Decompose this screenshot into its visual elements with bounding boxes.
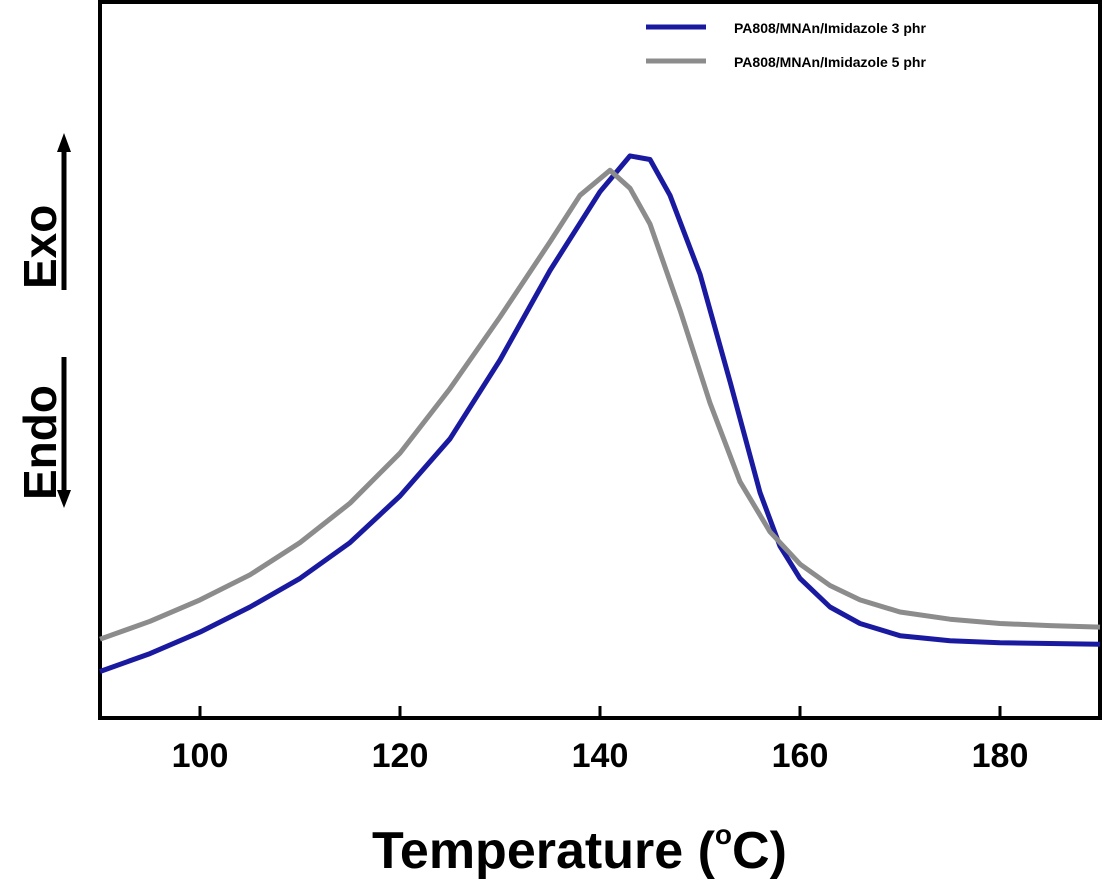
endo-indicator: Endo: [14, 357, 71, 508]
x-axis-title-main: Temperature (: [372, 822, 716, 879]
x-axis-ticks: [198, 706, 1002, 718]
x-tick-label-160: 160: [772, 737, 829, 775]
series-line-1: [99, 153, 1101, 674]
plot-frame: [98, 0, 1102, 720]
x-axis-title: Temperature (oC): [372, 819, 787, 879]
x-axis-title-degree: o: [715, 819, 732, 850]
x-tick-label-180: 180: [972, 737, 1029, 775]
series-lines: [99, 153, 1101, 674]
x-tick-label-100: 100: [172, 737, 229, 775]
series-line-2: [99, 167, 1101, 642]
x-tick-label-120: 120: [372, 737, 429, 775]
endo-arrow-head: [57, 490, 71, 508]
exo-arrow-head: [57, 133, 71, 152]
exo-indicator: Exo: [14, 133, 71, 290]
x-tick-label-140: 140: [572, 737, 629, 775]
x-axis-title-unit: C): [732, 822, 787, 879]
x-axis-tick-labels: 100 120 140 160 180: [172, 737, 1029, 775]
exo-label: Exo: [14, 205, 66, 289]
endo-label: Endo: [14, 385, 66, 500]
legend: PA808/MNAn/Imidazole 3 phr PA808/MNAn/Im…: [646, 20, 926, 70]
legend-label-series-1: PA808/MNAn/Imidazole 3 phr: [734, 20, 926, 36]
legend-label-series-2: PA808/MNAn/Imidazole 5 phr: [734, 54, 926, 70]
